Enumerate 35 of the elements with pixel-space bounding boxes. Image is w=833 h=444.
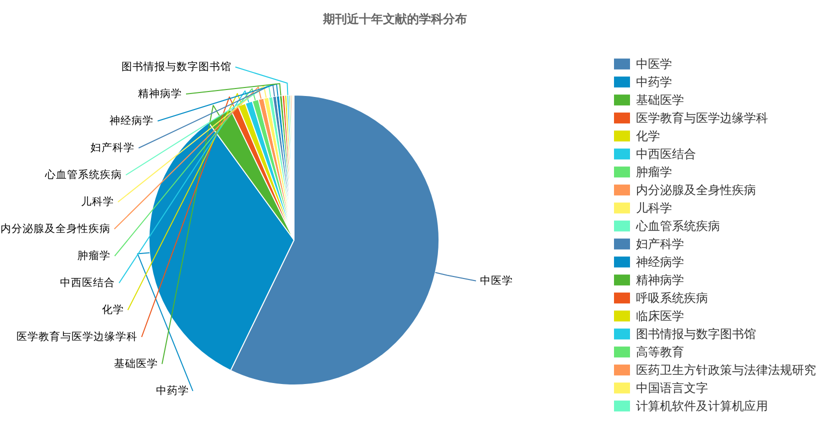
legend-label: 基础医学	[636, 93, 684, 107]
legend-label: 计算机软件及计算机应用	[636, 399, 768, 413]
data-label: 化学	[102, 304, 124, 316]
legend-label: 肿瘤学	[636, 165, 672, 179]
legend-label: 中国语言文字	[636, 381, 708, 395]
data-label: 中医学	[480, 274, 513, 287]
legend-label: 医药卫生方针政策与法律法规研究	[636, 363, 816, 377]
data-label: 中西医结合	[60, 276, 116, 289]
legend-label: 呼吸系统疾病	[636, 291, 708, 305]
data-label: 妇产科学	[90, 141, 135, 154]
data-label: 中药学	[156, 384, 189, 397]
legend-label: 高等教育	[636, 345, 684, 359]
data-label: 医学教育与医学边缘学科	[16, 330, 138, 343]
chart-title: 期刊近十年文献的学科分布	[322, 12, 467, 26]
data-label: 基础医学	[114, 357, 158, 370]
legend-label: 儿科学	[636, 201, 672, 215]
data-label: 精神病学	[138, 87, 182, 100]
data-label: 神经病学	[110, 114, 154, 127]
data-label: 内分泌腺及全身性疾病	[0, 222, 110, 235]
legend-label: 妇产科学	[636, 237, 684, 251]
legend-label: 图书情报与数字图书馆	[636, 327, 756, 341]
legend-label: 神经病学	[636, 255, 684, 269]
data-label: 图书情报与数字图书馆	[121, 60, 232, 73]
data-label: 肿瘤学	[78, 249, 111, 262]
legend-label: 精神病学	[636, 273, 684, 287]
legend-label: 化学	[636, 129, 660, 143]
data-label: 儿科学	[80, 195, 114, 208]
legend-label: 中药学	[636, 75, 672, 89]
legend-label: 心血管系统疾病	[635, 219, 720, 233]
legend-label: 中医学	[636, 57, 672, 71]
data-label: 心血管系统疾病	[44, 168, 122, 181]
legend-label: 临床医学	[636, 309, 684, 323]
legend-label: 内分泌腺及全身性疾病	[636, 183, 756, 197]
legend-label: 医学教育与医学边缘学科	[636, 111, 768, 125]
legend-label: 中西医结合	[636, 147, 696, 161]
